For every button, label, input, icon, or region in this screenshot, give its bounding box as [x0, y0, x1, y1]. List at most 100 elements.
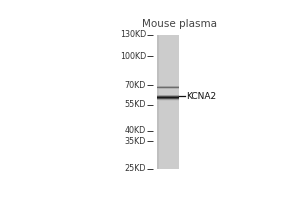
Bar [157, 68, 179, 69]
Bar [157, 163, 159, 164]
Bar [157, 77, 159, 78]
Bar [157, 46, 179, 47]
Bar [157, 96, 179, 97]
Bar [157, 50, 159, 52]
Bar [157, 135, 159, 136]
Bar [157, 104, 179, 105]
Bar [157, 93, 159, 94]
Bar [157, 151, 159, 152]
Bar [157, 143, 179, 144]
Bar [157, 127, 159, 129]
Bar [157, 95, 159, 96]
Bar [157, 86, 179, 87]
Bar [157, 150, 159, 151]
Bar [157, 61, 179, 63]
Bar [157, 89, 179, 91]
Bar [157, 40, 179, 41]
Bar [157, 79, 179, 81]
Bar [157, 103, 159, 104]
Bar [157, 144, 179, 145]
Bar [157, 55, 159, 56]
Bar [157, 122, 159, 123]
Bar [157, 127, 179, 129]
Bar [157, 88, 179, 89]
Bar [157, 69, 179, 71]
Bar [157, 58, 179, 59]
Bar [157, 75, 159, 76]
Bar [157, 93, 179, 94]
Bar [157, 116, 159, 117]
Bar [157, 99, 179, 101]
Bar [157, 86, 179, 87]
Bar [157, 155, 159, 156]
Bar [157, 106, 159, 107]
Bar [157, 118, 179, 120]
Bar [157, 111, 159, 112]
Bar [157, 108, 159, 110]
Bar [157, 63, 179, 64]
Bar [157, 104, 159, 105]
Bar [157, 136, 179, 137]
Bar [157, 112, 159, 113]
Bar [157, 83, 179, 84]
Bar [157, 60, 179, 62]
Bar [157, 71, 179, 73]
Bar [157, 98, 179, 99]
Bar [157, 154, 159, 155]
Text: 70KD: 70KD [125, 81, 146, 90]
Bar [157, 117, 179, 119]
Bar [157, 87, 179, 88]
Bar [157, 143, 159, 144]
Bar [157, 52, 179, 54]
Bar [157, 96, 179, 97]
Bar [157, 133, 179, 134]
Bar [157, 68, 159, 69]
Bar [157, 45, 159, 46]
Bar [157, 131, 159, 132]
Bar [157, 97, 159, 98]
Bar [157, 85, 159, 86]
Bar [157, 124, 179, 125]
Bar [157, 90, 179, 92]
Bar [157, 106, 179, 107]
Bar [157, 122, 179, 123]
Bar [157, 166, 159, 168]
Bar [157, 82, 159, 83]
Bar [157, 145, 159, 146]
Bar [157, 66, 159, 67]
Bar [157, 107, 159, 108]
Bar [157, 141, 159, 142]
Bar [157, 113, 179, 114]
Bar [157, 133, 159, 134]
Bar [157, 159, 179, 160]
Bar [157, 60, 159, 62]
Bar [157, 147, 159, 149]
Bar [157, 114, 179, 115]
Bar [157, 134, 179, 135]
Bar [157, 85, 179, 86]
Bar [157, 155, 179, 156]
Bar [157, 114, 159, 115]
Bar [157, 115, 159, 116]
Bar [157, 80, 179, 82]
Bar [157, 109, 159, 111]
Bar [157, 36, 179, 37]
Bar [157, 137, 159, 139]
Bar [157, 83, 159, 84]
Bar [157, 65, 159, 66]
Bar [157, 65, 179, 66]
Bar [157, 54, 179, 55]
Bar [157, 100, 179, 101]
Bar [157, 47, 159, 48]
Bar [157, 103, 179, 104]
Bar [157, 48, 179, 49]
Bar [157, 63, 159, 64]
Bar [157, 160, 179, 161]
Bar [157, 39, 159, 40]
Bar [157, 130, 179, 131]
Bar [157, 134, 159, 135]
Bar [157, 156, 179, 158]
Bar [157, 73, 159, 74]
Bar [157, 64, 179, 65]
Bar [157, 123, 159, 124]
